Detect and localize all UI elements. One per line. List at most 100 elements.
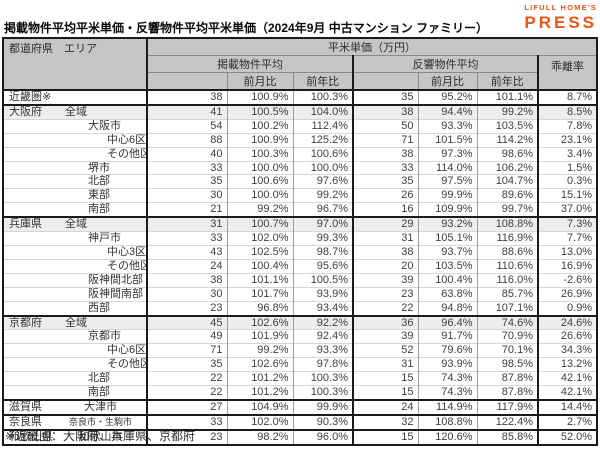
response-yoy-cell: 106.2%: [476, 160, 538, 175]
listed-yoy-cell: 99.9%: [292, 398, 353, 415]
prefecture-cell: [3, 272, 55, 288]
area-cell: 和歌山市: [55, 428, 147, 445]
listed-price-cell: 24: [146, 258, 227, 274]
response-yoy-cell: 116.0%: [476, 272, 538, 288]
listed-yoy-cell: 100.0%: [292, 160, 353, 175]
table-row: 神戸市 33 102.0% 99.3% 31 105.1% 116.9% 7.7%: [3, 231, 598, 246]
area-cell: 北部: [55, 371, 147, 386]
response-yoy-cell: 98.5%: [476, 357, 538, 372]
listed-price-cell: 33: [146, 160, 227, 175]
table-row: 北部 35 100.6% 97.6% 35 97.5% 104.7% 0.3%: [3, 174, 598, 189]
gap-rate-cell: 16.9%: [536, 258, 598, 274]
table-row: 東部 30 100.0% 99.2% 26 99.9% 89.6% 15.1%: [3, 188, 598, 203]
listed-price-cell: 23: [146, 428, 227, 445]
prefecture-cell: 近畿圏※: [3, 89, 55, 105]
response-mom-cell: 108.8%: [417, 413, 477, 430]
header-listed-mom: 前月比: [226, 72, 294, 91]
response-yoy-cell: 88.6%: [476, 244, 538, 260]
area-cell: [55, 89, 147, 105]
table-row: 中心6区 71 99.2% 93.3% 52 79.6% 70.1% 34.3%: [3, 343, 598, 358]
area-cell: 全域: [55, 103, 147, 120]
table-row: 北部 22 101.2% 100.3% 15 74.3% 87.8% 42.1%: [3, 371, 598, 386]
response-yoy-cell: 122.4%: [476, 413, 538, 430]
listed-mom-cell: 100.7%: [226, 216, 293, 232]
response-price-cell: 22: [352, 300, 418, 316]
response-yoy-cell: 108.8%: [476, 216, 538, 232]
response-price-cell: 38: [352, 146, 418, 162]
listed-price-cell: 30: [146, 188, 227, 203]
listed-yoy-cell: 100.3%: [292, 371, 353, 386]
listed-yoy-cell: 104.0%: [292, 103, 353, 120]
listed-mom-cell: 99.2%: [226, 343, 293, 358]
header-listed-yoy: 前年比: [292, 72, 354, 91]
response-yoy-cell: 89.6%: [476, 188, 538, 203]
response-mom-cell: 97.3%: [417, 146, 477, 162]
gap-rate-cell: 34.3%: [536, 343, 598, 358]
listed-mom-cell: 100.9%: [226, 89, 293, 105]
listed-price-cell: 41: [146, 103, 227, 120]
gap-rate-cell: -2.6%: [536, 272, 598, 288]
gap-rate-cell: 2.7%: [536, 413, 598, 430]
gap-rate-cell: 13.2%: [536, 357, 598, 372]
listed-price-cell: 49: [146, 329, 227, 344]
response-yoy-cell: 117.9%: [476, 398, 538, 415]
gap-rate-cell: 26.6%: [536, 329, 598, 344]
table-row: 京都市 49 101.9% 92.4% 39 91.7% 70.9% 26.6%: [3, 329, 598, 344]
header-unit-price-group: 平米単価（万円）: [145, 37, 598, 56]
table-row: 奈良県 奈良市・生駒市 33 102.0% 90.3% 32 108.8% 122.4% 2.7…: [3, 413, 598, 430]
response-mom-cell: 94.4%: [417, 103, 477, 120]
table-row: 和歌山県 和歌山市 23 98.2% 96.0% 15 120.6% 85.8% 52.0%: [3, 428, 598, 445]
header-response-value-spacer: [352, 72, 419, 91]
listed-price-cell: 33: [146, 231, 227, 246]
header-pref-area: 都道府県 エリア: [2, 37, 148, 91]
gap-rate-cell: 0.9%: [536, 300, 598, 316]
listed-yoy-cell: 90.3%: [292, 413, 353, 430]
gap-rate-cell: 3.4%: [536, 146, 598, 162]
response-price-cell: 15: [352, 428, 418, 445]
response-price-cell: 15: [352, 371, 418, 386]
listed-mom-cell: 101.7%: [226, 286, 293, 302]
listed-price-cell: 33: [146, 413, 227, 430]
response-price-cell: 15: [352, 385, 418, 400]
gap-rate-cell: 7.7%: [536, 231, 598, 246]
response-mom-cell: 95.2%: [417, 89, 477, 105]
listed-yoy-cell: 99.2%: [292, 188, 353, 203]
response-price-cell: 31: [352, 231, 418, 246]
response-mom-cell: 74.3%: [417, 371, 477, 386]
gap-rate-cell: 0.3%: [536, 174, 598, 189]
response-yoy-cell: 99.7%: [476, 202, 538, 218]
response-mom-cell: 93.2%: [417, 216, 477, 232]
listed-price-cell: 30: [146, 286, 227, 302]
gap-rate-cell: 23.1%: [536, 132, 598, 148]
listed-mom-cell: 102.6%: [226, 314, 293, 330]
response-price-cell: 36: [352, 314, 418, 330]
header-gap-rate: 乖離率: [536, 55, 598, 91]
response-price-cell: 50: [352, 118, 418, 134]
prefecture-cell: [3, 329, 55, 344]
header-response-mom: 前月比: [417, 72, 478, 91]
listed-yoy-cell: 95.6%: [292, 258, 353, 274]
response-mom-cell: 96.4%: [417, 314, 477, 330]
area-cell: 阪神間北部: [55, 272, 147, 288]
listed-mom-cell: 100.5%: [226, 103, 293, 120]
response-mom-cell: 91.7%: [417, 329, 477, 344]
response-mom-cell: 93.9%: [417, 357, 477, 372]
gap-rate-cell: 1.5%: [536, 160, 598, 175]
listed-price-cell: 54: [146, 118, 227, 134]
gap-rate-cell: 15.1%: [536, 188, 598, 203]
listed-yoy-cell: 112.4%: [292, 118, 353, 134]
response-yoy-cell: 110.6%: [476, 258, 538, 274]
response-price-cell: 16: [352, 202, 418, 218]
listed-mom-cell: 100.4%: [226, 258, 293, 274]
prefecture-cell: [3, 118, 55, 134]
table-row: 南部 22 101.2% 100.3% 15 74.3% 87.8% 42.1%: [3, 385, 598, 400]
response-price-cell: 24: [352, 398, 418, 415]
listed-mom-cell: 98.2%: [226, 428, 293, 445]
prefecture-cell: [3, 231, 55, 246]
response-price-cell: 26: [352, 188, 418, 203]
response-price-cell: 39: [352, 272, 418, 288]
listed-yoy-cell: 93.9%: [292, 286, 353, 302]
area-cell: 大阪市: [55, 118, 147, 134]
table-row: 京都府 全域 45 102.6% 92.2% 36 96.4% 74.6% 24.6%: [3, 314, 598, 330]
area-cell: その他区: [55, 258, 147, 274]
